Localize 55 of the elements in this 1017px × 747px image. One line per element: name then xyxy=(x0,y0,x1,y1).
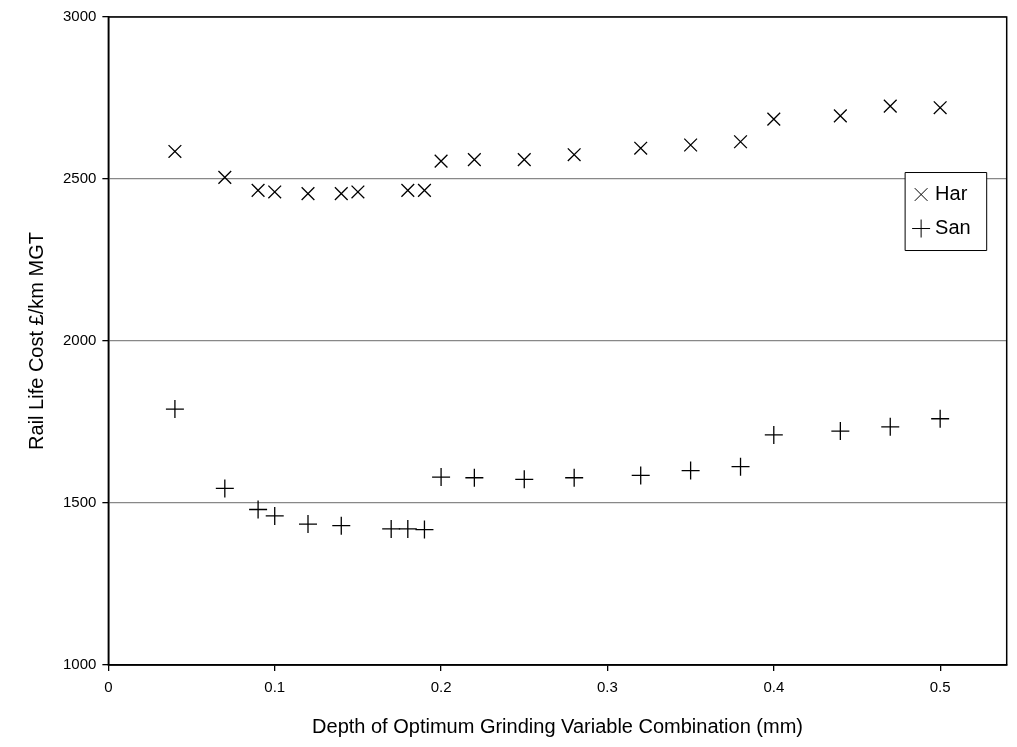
point xyxy=(564,468,584,488)
point xyxy=(400,183,415,198)
x-tick-label: 0 xyxy=(104,678,113,696)
point xyxy=(883,99,898,114)
legend-label: San xyxy=(935,216,971,239)
point xyxy=(165,399,185,419)
point xyxy=(265,506,285,526)
point xyxy=(167,144,182,159)
point xyxy=(680,460,701,481)
point xyxy=(417,183,432,198)
point xyxy=(880,417,900,437)
point xyxy=(933,100,948,115)
point xyxy=(350,184,365,199)
point xyxy=(764,425,784,445)
point xyxy=(833,108,848,123)
point xyxy=(381,519,401,539)
x-tick-label: 0.3 xyxy=(597,678,618,696)
point xyxy=(467,152,482,167)
point xyxy=(215,478,235,499)
y-tick-label: 1500 xyxy=(62,493,97,511)
x-tick-label: 0.1 xyxy=(264,678,286,696)
point xyxy=(217,170,232,185)
point xyxy=(567,147,582,162)
point xyxy=(514,469,534,489)
point xyxy=(431,467,451,487)
point xyxy=(267,184,282,199)
point xyxy=(930,409,950,429)
x-tick-label: 0.2 xyxy=(430,678,452,696)
x-axis-title: Depth of Optimum Grinding Variable Combination (mm) xyxy=(312,714,803,737)
point xyxy=(517,152,532,167)
point xyxy=(631,465,651,486)
point xyxy=(251,183,266,198)
point xyxy=(298,514,318,534)
point xyxy=(733,134,748,149)
point xyxy=(331,516,351,536)
point xyxy=(766,112,781,127)
y-axis-title: Rail Life Cost £/km MGT xyxy=(24,232,47,450)
y-tick-label: 1000 xyxy=(62,655,97,673)
x-tick-label: 0.4 xyxy=(763,678,785,696)
point xyxy=(300,186,316,201)
point xyxy=(464,468,485,488)
y-tick-label: 2000 xyxy=(62,331,97,349)
point xyxy=(398,519,418,539)
legend-label: Har xyxy=(935,182,968,205)
point xyxy=(683,137,698,152)
point xyxy=(830,421,850,441)
point xyxy=(414,519,435,540)
point xyxy=(633,141,648,156)
y-tick-label: 3000 xyxy=(62,7,97,25)
point xyxy=(730,457,751,477)
point xyxy=(248,499,268,520)
point xyxy=(334,186,349,201)
x-tick-label: 0.5 xyxy=(929,678,951,696)
y-tick-label: 2500 xyxy=(62,169,97,187)
point xyxy=(434,154,449,169)
